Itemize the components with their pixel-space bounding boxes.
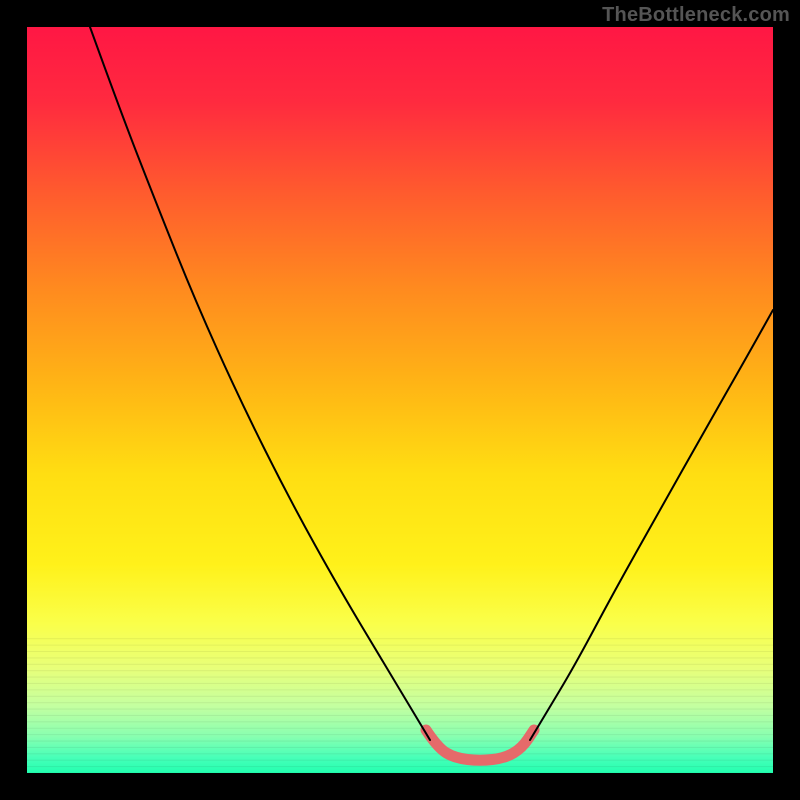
heatmap-gradient-background <box>27 27 773 773</box>
bottleneck-chart-svg <box>0 0 800 800</box>
watermark-text: TheBottleneck.com <box>602 4 790 27</box>
plot-area <box>27 27 773 773</box>
chart-canvas: TheBottleneck.com <box>0 0 800 800</box>
